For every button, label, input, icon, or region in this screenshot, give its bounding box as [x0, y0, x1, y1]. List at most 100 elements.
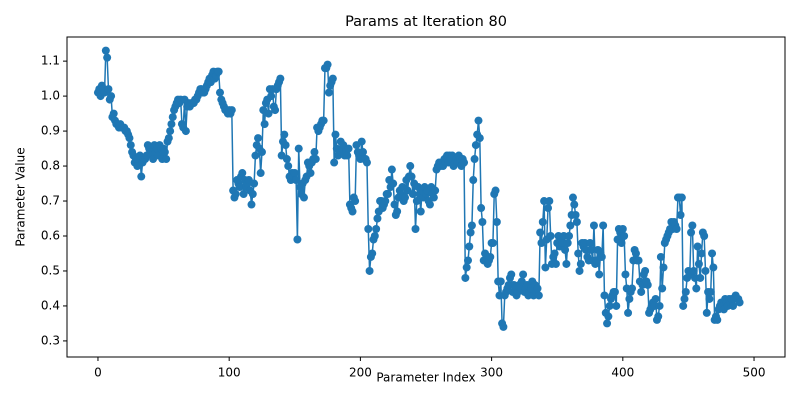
- data-point: [293, 235, 302, 244]
- data-point: [603, 319, 612, 328]
- data-point: [280, 130, 289, 139]
- data-point: [284, 162, 293, 171]
- data-point: [474, 116, 483, 125]
- x-axis-label: Parameter Index: [376, 371, 475, 385]
- data-point: [264, 109, 273, 118]
- data-point: [281, 141, 290, 150]
- data-point: [470, 155, 479, 164]
- y-tick-label: 0.5: [41, 263, 60, 277]
- y-tick-label: 1.0: [41, 89, 60, 103]
- data-point: [306, 169, 315, 178]
- data-point: [572, 218, 581, 227]
- y-axis-label: Parameter Value: [14, 147, 28, 246]
- data-point: [499, 322, 508, 331]
- data-point: [680, 294, 689, 303]
- data-point: [370, 231, 379, 240]
- data-point: [364, 225, 373, 233]
- data-point: [538, 218, 547, 227]
- data-point: [496, 277, 505, 286]
- data-point: [677, 193, 686, 202]
- data-point: [251, 151, 260, 160]
- data-point: [621, 270, 630, 279]
- data-point: [624, 308, 633, 317]
- data-point: [160, 148, 169, 157]
- data-point: [351, 197, 360, 206]
- y-tick-label: 0.9: [41, 124, 60, 138]
- data-point: [359, 148, 368, 157]
- data-point: [257, 148, 266, 157]
- data-point: [383, 190, 392, 199]
- data-point: [654, 312, 663, 321]
- data-point: [330, 158, 339, 167]
- data-point: [407, 172, 416, 181]
- data-point: [248, 190, 257, 199]
- data-point: [461, 273, 470, 282]
- data-point: [408, 190, 417, 199]
- y-tick-label: 0.8: [41, 159, 60, 173]
- data-point: [600, 291, 609, 300]
- data-point: [227, 106, 236, 115]
- data-point: [282, 155, 291, 164]
- data-point: [587, 245, 596, 254]
- data-point: [586, 238, 595, 247]
- data-point: [164, 134, 173, 143]
- data-point: [365, 266, 374, 275]
- data-point: [389, 179, 398, 188]
- data-point: [696, 273, 705, 282]
- data-point: [387, 165, 396, 174]
- data-point: [137, 172, 146, 181]
- data-point: [568, 193, 577, 202]
- data-point: [343, 151, 352, 160]
- data-point: [561, 245, 570, 254]
- data-point: [214, 67, 223, 76]
- data-point: [550, 249, 559, 258]
- data-point: [566, 221, 575, 230]
- data-point: [101, 46, 110, 55]
- data-point: [692, 284, 701, 293]
- data-point: [620, 231, 629, 240]
- data-point: [713, 315, 722, 324]
- data-point: [651, 294, 660, 303]
- x-tick-label: 0: [94, 366, 102, 380]
- data-point: [589, 221, 598, 230]
- data-point: [687, 228, 696, 237]
- x-tick-label: 100: [218, 366, 241, 380]
- data-point: [574, 249, 583, 258]
- x-tick-label: 300: [480, 366, 503, 380]
- y-tick-label: 1.1: [41, 54, 60, 68]
- data-point: [478, 218, 487, 227]
- data-point: [256, 169, 265, 178]
- data-point: [689, 266, 698, 275]
- data-point: [431, 186, 440, 195]
- data-point: [357, 137, 366, 146]
- data-point: [466, 228, 475, 237]
- data-point: [599, 221, 608, 230]
- data-point: [628, 284, 637, 293]
- data-point: [465, 242, 474, 251]
- data-point: [475, 134, 484, 143]
- data-point: [697, 249, 706, 258]
- data-point: [467, 221, 476, 230]
- x-tick-label: 400: [611, 366, 634, 380]
- data-point: [362, 158, 371, 167]
- data-point: [507, 270, 516, 279]
- data-point: [534, 291, 543, 300]
- data-point: [688, 221, 697, 230]
- data-point: [328, 74, 337, 83]
- data-point: [368, 249, 377, 258]
- x-tick-label: 500: [743, 366, 766, 380]
- data-point: [276, 74, 285, 83]
- data-point: [541, 263, 550, 272]
- data-point: [637, 287, 646, 296]
- data-point: [681, 287, 690, 296]
- data-point: [290, 169, 299, 178]
- data-point: [491, 186, 500, 195]
- data-point: [331, 130, 340, 139]
- data-point: [576, 259, 585, 268]
- data-point: [536, 228, 545, 237]
- data-point: [634, 256, 643, 265]
- plot-frame: [66, 36, 786, 358]
- y-tick-label: 0.4: [41, 298, 60, 312]
- data-point: [700, 231, 709, 240]
